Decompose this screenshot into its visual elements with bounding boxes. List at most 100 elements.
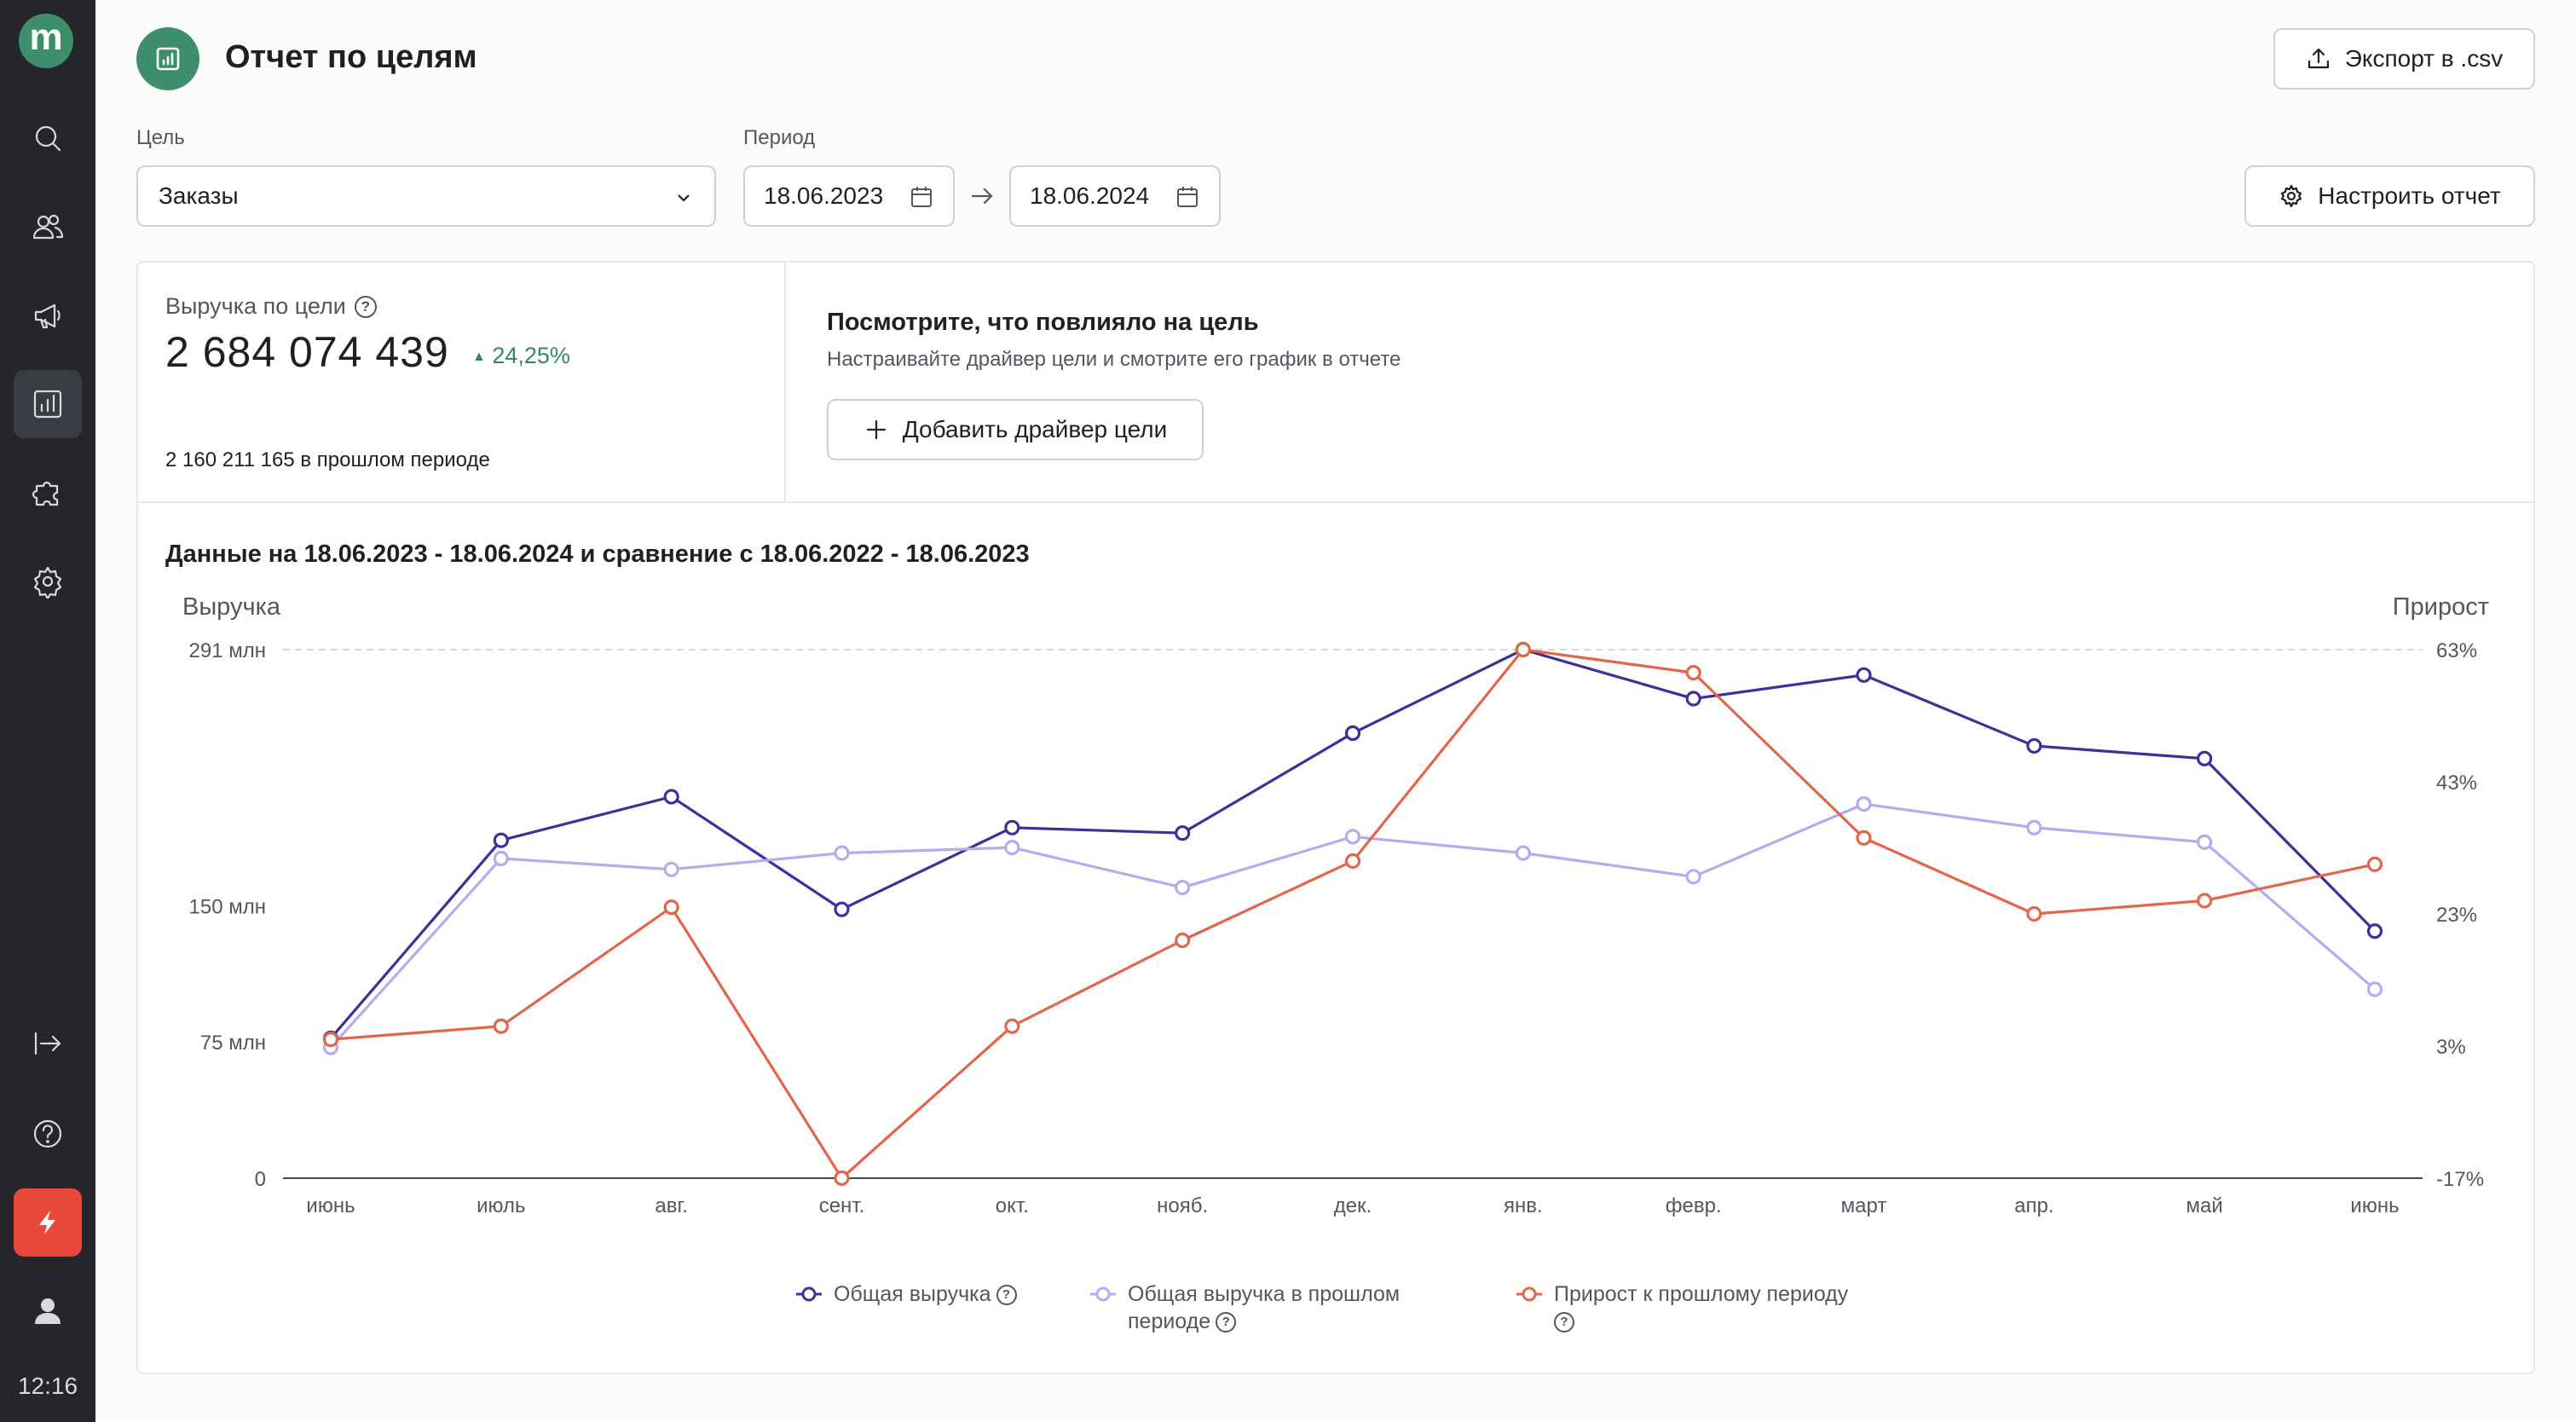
series-point-1 xyxy=(2026,819,2042,835)
help-icon[interactable]: ? xyxy=(996,1285,1017,1306)
gear-icon[interactable] xyxy=(14,547,82,616)
help-icon[interactable]: ? xyxy=(354,295,377,318)
users-icon[interactable] xyxy=(14,193,82,261)
add-driver-label: Добавить драйвер цели xyxy=(902,416,1168,442)
series-point-2 xyxy=(2366,856,2383,872)
right-tick-label: 23% xyxy=(2436,904,2477,927)
revenue-value: 2 684 074 439 xyxy=(165,328,449,376)
legend-label-text: Общая выручка xyxy=(834,1282,991,1306)
x-tick-label: окт. xyxy=(996,1194,1029,1217)
report-card: Выручка по цели ? 2 684 074 439 ▲ 24,25%… xyxy=(136,261,2535,1374)
series-line-1 xyxy=(329,802,2377,1049)
date-to-value: 18.06.2024 xyxy=(1030,182,1150,209)
series-point-0 xyxy=(322,1030,339,1047)
legend-item-revenue[interactable]: Общая выручка? xyxy=(794,1280,1017,1308)
x-tick-label: нояб. xyxy=(1157,1194,1208,1217)
revenue-change-value: 24,25% xyxy=(492,343,570,368)
left-tick-label: 75 млн xyxy=(200,1032,266,1055)
user-icon[interactable] xyxy=(14,1277,82,1345)
series-point-1 xyxy=(1344,829,1361,845)
revenue-label-text: Выручка по цели xyxy=(165,293,346,319)
series-point-1 xyxy=(1004,840,1020,856)
series-point-1 xyxy=(1515,845,1531,861)
megaphone-icon[interactable] xyxy=(14,281,82,350)
left-tick-label: 291 млн xyxy=(189,639,266,662)
series-point-2 xyxy=(493,1018,509,1034)
legend-marker xyxy=(1090,1286,1116,1302)
x-tick-label: июль xyxy=(477,1194,525,1217)
configure-report-label: Настроить отчет xyxy=(2318,182,2501,209)
left-tick-label: 150 млн xyxy=(189,895,266,918)
chart-heading: Данные на 18.06.2023 - 18.06.2024 и срав… xyxy=(165,540,1030,568)
series-point-0 xyxy=(663,789,679,805)
main-content: Отчет по целям Экспорт в .csv Цель Заказ… xyxy=(95,0,2576,1422)
series-point-0 xyxy=(2197,750,2213,766)
series-point-0 xyxy=(1856,667,1872,683)
right-tick-label: 3% xyxy=(2436,1036,2466,1059)
series-point-0 xyxy=(834,901,850,917)
reports-icon xyxy=(136,27,199,90)
series-point-2 xyxy=(2026,905,2042,922)
add-driver-button[interactable]: Добавить драйвер цели xyxy=(827,399,1204,460)
export-csv-button[interactable]: Экспорт в .csv xyxy=(2273,28,2535,90)
legend-label: Прирост к прошлому периоду? xyxy=(1554,1280,1848,1335)
x-tick-label: март xyxy=(1841,1194,1887,1217)
goal-driver-panel: Посмотрите, что повлияло на цель Настраи… xyxy=(786,263,2533,503)
revenue-summary: Выручка по цели ? 2 684 074 439 ▲ 24,25%… xyxy=(138,263,786,503)
goal-label: Цель xyxy=(136,126,185,149)
x-tick-label: февр. xyxy=(1666,1194,1722,1217)
legend-item-prev-revenue[interactable]: Общая выручка в прошлом периоде? xyxy=(1089,1280,1464,1335)
x-tick-label: июнь xyxy=(306,1194,355,1217)
series-point-2 xyxy=(834,1170,850,1187)
series-point-2 xyxy=(1685,665,1701,681)
collapse-sidebar-icon[interactable] xyxy=(14,1009,82,1078)
series-point-1 xyxy=(1685,869,1701,885)
legend-item-growth[interactable]: Прирост к прошлому периоду? xyxy=(1515,1280,1890,1335)
series-point-2 xyxy=(1344,853,1361,870)
help-icon[interactable]: ? xyxy=(1216,1312,1237,1333)
search-icon[interactable] xyxy=(14,104,82,172)
goal-value: Заказы xyxy=(159,182,239,209)
date-from-input[interactable]: 18.06.2023 xyxy=(743,165,955,227)
date-to-input[interactable]: 18.06.2024 xyxy=(1009,165,1221,227)
revenue-label: Выручка по цели ? xyxy=(165,293,377,320)
arrow-right-icon xyxy=(971,188,993,205)
revenue-previous: 2 160 211 165 в прошлом периоде xyxy=(165,448,490,471)
help-icon[interactable] xyxy=(14,1100,82,1168)
calendar-icon xyxy=(1177,187,1198,207)
series-point-0 xyxy=(493,832,509,848)
series-point-1 xyxy=(663,861,679,877)
series-line-0 xyxy=(329,648,2377,1039)
period-label: Период xyxy=(743,126,816,149)
driver-subtitle: Настраивайте драйвер цели и смотрите его… xyxy=(827,348,1401,371)
bolt-icon[interactable] xyxy=(14,1188,82,1257)
series-point-0 xyxy=(2026,737,2042,754)
configure-report-button[interactable]: Настроить отчет xyxy=(2244,165,2535,227)
legend-label-text: Прирост к прошлому периоду xyxy=(1554,1282,1849,1306)
right-axis-title: Прирост xyxy=(2392,593,2489,621)
help-icon[interactable]: ? xyxy=(1554,1312,1574,1333)
x-tick-label: янв. xyxy=(1504,1194,1543,1217)
series-point-1 xyxy=(322,1039,339,1055)
series-point-1 xyxy=(834,845,850,861)
series-point-2 xyxy=(663,899,679,916)
goal-select[interactable]: Заказы xyxy=(136,165,716,227)
series-point-2 xyxy=(322,1032,339,1048)
series-point-1 xyxy=(493,850,509,867)
puzzle-icon[interactable] xyxy=(14,459,82,527)
driver-title: Посмотрите, что повлияло на цель xyxy=(827,309,1259,336)
series-point-1 xyxy=(1856,795,1872,812)
arrow-up-icon: ▲ xyxy=(472,350,486,364)
reports-icon[interactable] xyxy=(14,370,82,438)
revenue-change: ▲ 24,25% xyxy=(472,343,570,369)
page-title: Отчет по целям xyxy=(225,39,477,75)
upload-icon xyxy=(2307,48,2329,69)
series-point-2 xyxy=(1004,1018,1020,1034)
series-point-2 xyxy=(1175,932,1191,949)
series-point-1 xyxy=(2197,834,2213,850)
app-logo[interactable]: m xyxy=(19,14,73,68)
clock: 12:16 xyxy=(17,1373,78,1399)
series-point-0 xyxy=(1004,819,1020,835)
series-point-0 xyxy=(1515,641,1531,658)
date-from-value: 18.06.2023 xyxy=(764,182,884,209)
